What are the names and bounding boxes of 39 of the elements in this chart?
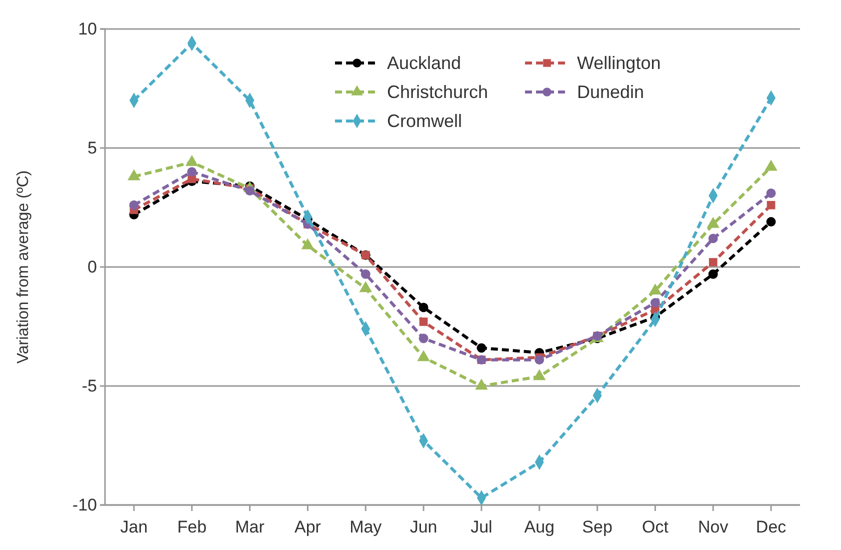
x-tick-label: Jul [470, 518, 492, 537]
x-tick-label: May [350, 518, 382, 537]
point [360, 269, 370, 279]
y-tick-label: 10 [78, 19, 97, 38]
point [419, 318, 428, 326]
point [534, 355, 544, 365]
point [129, 200, 139, 210]
point [708, 258, 718, 266]
point [766, 217, 776, 226]
legend-label: Auckland [387, 53, 462, 73]
point [708, 234, 718, 244]
y-tick-label: 0 [88, 257, 97, 276]
x-tick-label: Nov [698, 518, 729, 537]
point [476, 343, 486, 353]
point [708, 269, 718, 279]
point [766, 188, 776, 198]
legend-label: Christchurch [387, 82, 488, 102]
point [650, 298, 660, 308]
y-tick-label: -10 [72, 495, 97, 514]
x-tick-label: Jan [120, 518, 148, 537]
x-tick-label: Mar [235, 518, 265, 537]
legend-label: Wellington [577, 53, 661, 73]
x-tick-label: Feb [177, 518, 207, 537]
x-tick-label: Apr [294, 518, 322, 537]
point [766, 200, 776, 210]
y-axis-title: Variation from average (ºC) [15, 170, 32, 364]
x-tick-label: Aug [524, 518, 554, 537]
legend-label: Dunedin [577, 82, 644, 102]
point [418, 334, 428, 344]
point [187, 167, 197, 177]
x-tick-label: Dec [756, 518, 787, 537]
y-tick-label: 5 [88, 138, 97, 158]
x-tick-label: Jun [410, 518, 438, 537]
x-tick-label: Sep [582, 518, 612, 537]
x-tick-label: Oct [642, 518, 669, 537]
y-tick-label: -5 [82, 376, 97, 396]
legend-label: Cromwell [387, 111, 462, 131]
point [245, 186, 255, 196]
point [418, 302, 428, 312]
